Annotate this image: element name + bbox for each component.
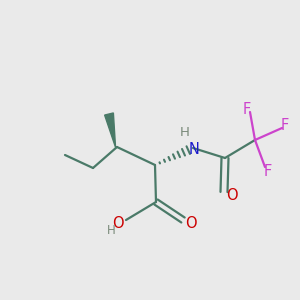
- Text: F: F: [264, 164, 272, 178]
- Text: N: N: [189, 142, 200, 158]
- Text: F: F: [281, 118, 289, 134]
- Text: H: H: [180, 127, 190, 140]
- Polygon shape: [105, 113, 116, 147]
- Text: O: O: [226, 188, 238, 202]
- Text: H: H: [106, 224, 116, 236]
- Text: F: F: [243, 103, 251, 118]
- Text: O: O: [112, 215, 124, 230]
- Text: O: O: [185, 215, 197, 230]
